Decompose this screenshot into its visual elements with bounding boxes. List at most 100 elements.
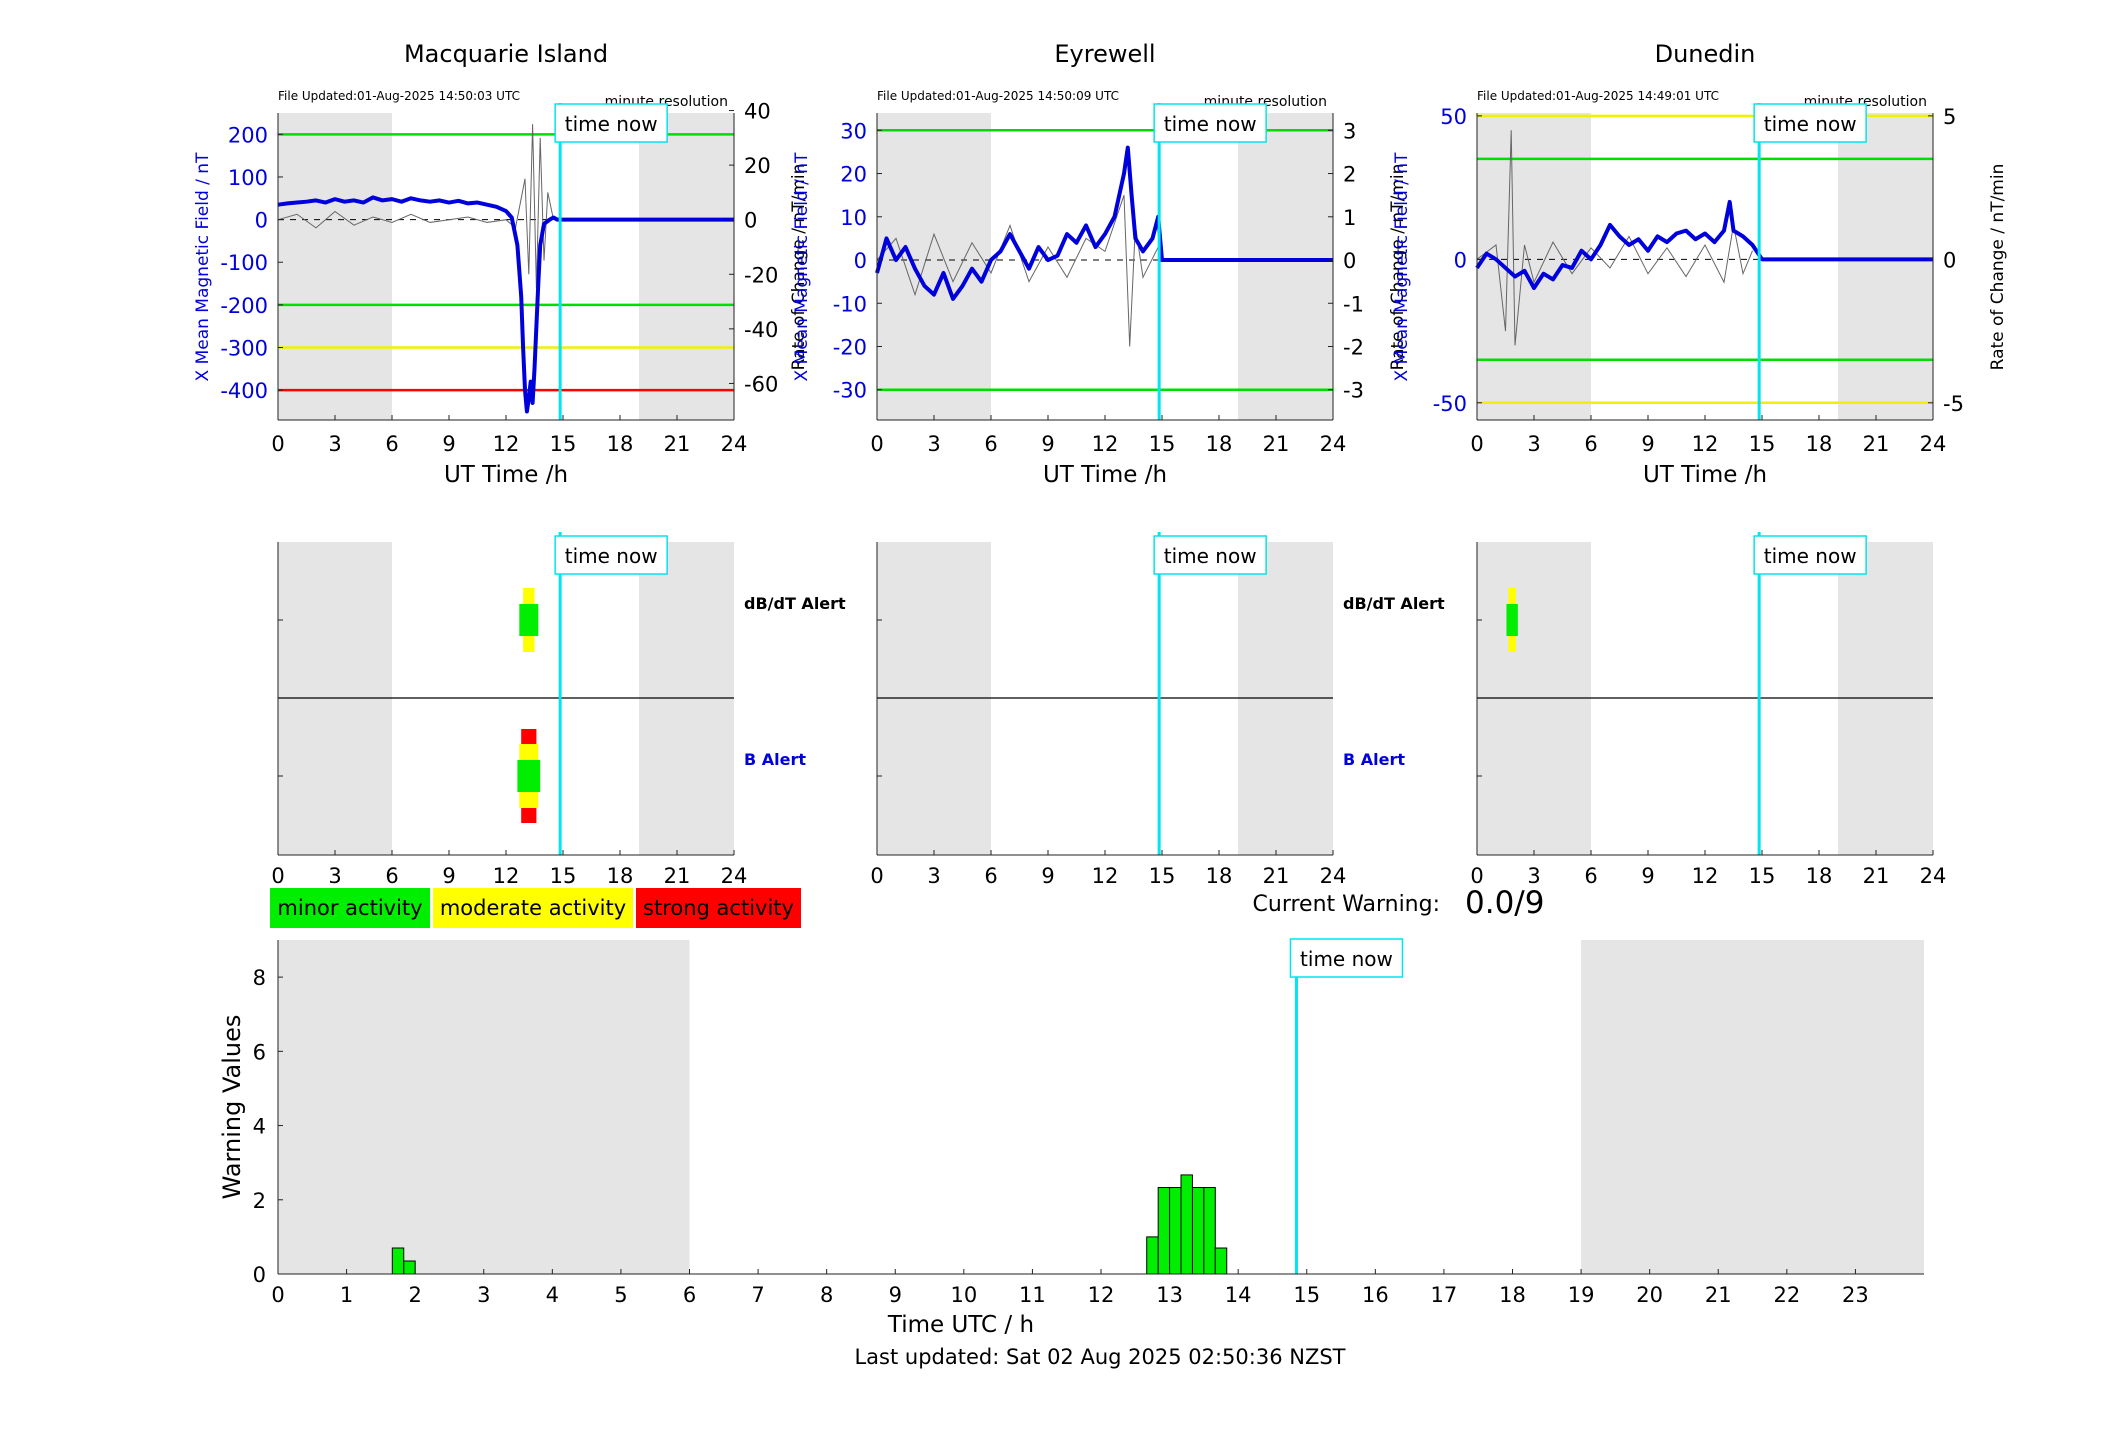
night-shading bbox=[877, 113, 991, 420]
x-tick-label: 4 bbox=[546, 1283, 559, 1307]
x-tick-label: 6 bbox=[1584, 432, 1597, 456]
time-now-box bbox=[1153, 103, 1267, 143]
x-tick-label: 15 bbox=[1149, 864, 1176, 888]
x-tick-label: 6 bbox=[683, 1283, 696, 1307]
current-warning-label: Current Warning: bbox=[1253, 892, 1440, 917]
x-tick-label: 23 bbox=[1842, 1283, 1869, 1307]
x-tick-label: 0 bbox=[1470, 432, 1483, 456]
right-tick-label: -5 bbox=[1943, 392, 1964, 416]
left-tick-label: -20 bbox=[833, 335, 867, 359]
x-tick-label: 24 bbox=[1320, 432, 1347, 456]
y-tick-label: 8 bbox=[253, 966, 266, 990]
x-tick-label: 3 bbox=[927, 864, 940, 888]
x-tick-label: 9 bbox=[442, 432, 455, 456]
x-tick-label: 15 bbox=[550, 864, 577, 888]
x-tick-label: 21 bbox=[664, 432, 691, 456]
station-alert-panels: time now 0 3 6 9 12 15 18 21 24 dB/dT Alert B Alert… bbox=[271, 532, 1946, 888]
file-updated-text: File Updated:01-Aug-2025 14:49:01 UTC bbox=[1477, 89, 1719, 103]
x-tick-label: 15 bbox=[1293, 1283, 1320, 1307]
night-shading bbox=[278, 113, 392, 420]
x-tick-label: 0 bbox=[870, 432, 883, 456]
right-tick-label: 20 bbox=[744, 154, 771, 178]
x-tick-label: 18 bbox=[607, 864, 634, 888]
station-title: Eyrewell bbox=[1054, 40, 1155, 68]
right-tick-label: -3 bbox=[1343, 379, 1364, 403]
left-tick-label: 50 bbox=[1440, 105, 1467, 129]
left-tick-label: 20 bbox=[840, 163, 867, 187]
file-updated-text: File Updated:01-Aug-2025 14:50:03 UTC bbox=[278, 89, 520, 103]
station-magnetometer-panels: Macquarie Island File Updated:01-Aug-2025… bbox=[193, 40, 2008, 488]
time-now-label: time now bbox=[1764, 112, 1857, 136]
right-tick-label: -60 bbox=[744, 372, 778, 396]
x-axis-label: UT Time /h bbox=[1643, 462, 1767, 488]
night-shading bbox=[1238, 113, 1333, 420]
x-tick-label: 24 bbox=[1920, 864, 1947, 888]
right-axis-label: Rate of Change / nT/min bbox=[1388, 164, 1408, 371]
time-now-box bbox=[1753, 103, 1867, 143]
x-tick-label: 11 bbox=[1019, 1283, 1046, 1307]
x-tick-label: 21 bbox=[1705, 1283, 1732, 1307]
station-panel-0: Macquarie Island File Updated:01-Aug-2025… bbox=[193, 40, 809, 488]
x-tick-label: 18 bbox=[1806, 432, 1833, 456]
time-now-label: time now bbox=[565, 112, 658, 136]
current-warning-value: 0.0/9 bbox=[1465, 885, 1544, 921]
x-tick-label: 18 bbox=[1206, 432, 1233, 456]
x-tick-label: 9 bbox=[1641, 864, 1654, 888]
alert-panel-2: time now 0 3 6 9 12 15 18 21 24 bbox=[1470, 532, 1946, 888]
right-tick-label: 3 bbox=[1343, 119, 1356, 143]
x-tick-label: 12 bbox=[493, 432, 520, 456]
left-tick-label: -30 bbox=[833, 379, 867, 403]
station-title: Macquarie Island bbox=[404, 40, 608, 68]
time-now-label: time now bbox=[1164, 112, 1257, 136]
x-tick-label: 22 bbox=[1773, 1283, 1800, 1307]
legend-swatch-strong bbox=[636, 888, 801, 928]
x-tick-label: 12 bbox=[1088, 1283, 1115, 1307]
right-tick-label: 1 bbox=[1343, 206, 1356, 230]
legend-label: minor activity bbox=[277, 896, 422, 920]
warning-bar bbox=[1203, 1187, 1216, 1275]
station-panel-1: Eyrewell File Updated:01-Aug-2025 14:50:0… bbox=[792, 40, 1408, 488]
legend-label: strong activity bbox=[643, 896, 794, 920]
warning-bar bbox=[1146, 1236, 1159, 1275]
left-axis-label: X Mean Magnetic Field / nT bbox=[1392, 152, 1412, 382]
x-tick-label: 17 bbox=[1431, 1283, 1458, 1307]
station-title: Dunedin bbox=[1655, 40, 1756, 68]
x-tick-label: 18 bbox=[1499, 1283, 1526, 1307]
legend-swatch-moderate bbox=[433, 888, 633, 928]
right-tick-label: -20 bbox=[744, 263, 778, 287]
left-tick-label: -300 bbox=[220, 337, 268, 361]
x-tick-label: 12 bbox=[1092, 432, 1119, 456]
right-axis-label: Rate of Change / nT/min bbox=[1988, 164, 2008, 371]
right-tick-label: 2 bbox=[1343, 163, 1356, 187]
x-tick-label: 24 bbox=[1320, 864, 1347, 888]
x-tick-label: 3 bbox=[477, 1283, 490, 1307]
left-tick-label: 200 bbox=[228, 123, 268, 147]
time-now-label: time now bbox=[565, 544, 658, 568]
time-now-box bbox=[1153, 535, 1267, 575]
x-tick-label: 12 bbox=[1692, 432, 1719, 456]
x-tick-label: 21 bbox=[664, 864, 691, 888]
x-tick-label: 6 bbox=[1584, 864, 1597, 888]
y-tick-label: 2 bbox=[253, 1189, 266, 1213]
left-tick-label: 0 bbox=[255, 209, 268, 233]
field-series bbox=[1475, 199, 1933, 291]
x-tick-label: 15 bbox=[550, 432, 577, 456]
x-tick-label: 0 bbox=[271, 864, 284, 888]
x-tick-label: 2 bbox=[408, 1283, 421, 1307]
right-tick-label: 0 bbox=[1343, 249, 1356, 273]
rate-of-change-series bbox=[1476, 130, 1753, 346]
x-tick-label: 18 bbox=[1806, 864, 1833, 888]
time-now-label: time now bbox=[1764, 544, 1857, 568]
dbdt-alert-label: dB/dT Alert bbox=[1343, 594, 1445, 613]
warning-bar bbox=[1214, 1247, 1228, 1275]
x-tick-label: 3 bbox=[927, 432, 940, 456]
x-tick-label: 0 bbox=[271, 1283, 284, 1307]
time-now-label: time now bbox=[1164, 544, 1257, 568]
left-tick-label: -50 bbox=[1433, 392, 1467, 416]
time-now-box bbox=[554, 535, 668, 575]
left-tick-label: -400 bbox=[220, 379, 268, 403]
x-tick-label: 18 bbox=[607, 432, 634, 456]
warning-bar bbox=[403, 1260, 416, 1275]
